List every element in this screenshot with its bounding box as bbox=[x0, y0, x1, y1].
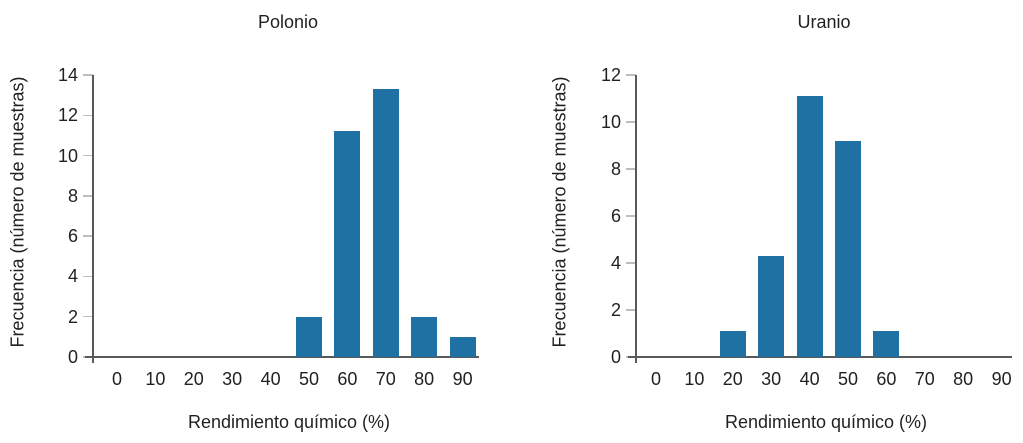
y-tick-label: 10 bbox=[600, 112, 621, 132]
x-axis-line bbox=[628, 356, 1012, 358]
y-tick-mark bbox=[626, 121, 636, 123]
y-tick-label: 6 bbox=[610, 206, 621, 226]
histogram-bar bbox=[796, 96, 823, 357]
histogram-bar bbox=[758, 255, 785, 357]
plot-area-uranio: 0 2 4 6 8 10 12 0 10 20 30 40 50 60 70 80 90 bbox=[512, 0, 1023, 443]
y-tick-mark bbox=[83, 114, 93, 117]
y-tick-label: 0 bbox=[610, 347, 621, 367]
y-tick-label: 0 bbox=[67, 347, 78, 367]
x-tick-label: 30 bbox=[761, 369, 782, 389]
y-tick-label: 10 bbox=[57, 145, 78, 166]
x-tick-label: 10 bbox=[145, 369, 166, 389]
x-tick-label: 30 bbox=[222, 369, 243, 389]
x-tick-label: 20 bbox=[722, 369, 743, 389]
x-tick-label: 60 bbox=[876, 369, 897, 389]
x-tick-label: 20 bbox=[183, 369, 204, 389]
y-tick-mark bbox=[83, 315, 93, 318]
y-axis-line bbox=[635, 75, 637, 363]
histogram-bar bbox=[835, 140, 861, 357]
y-tick-label: 8 bbox=[610, 159, 621, 179]
x-tick-label: 50 bbox=[837, 369, 859, 389]
y-tick-label: 8 bbox=[67, 185, 78, 206]
y-tick-mark bbox=[626, 74, 636, 76]
polonio-chart: Polonio Frecuencia (número de muestras) … bbox=[0, 0, 511, 443]
plot-area-polonio: 0 2 4 6 8 10 12 14 0 10 20 30 40 50 60 70 80 90 bbox=[0, 0, 511, 443]
y-tick-mark bbox=[83, 235, 93, 237]
histogram-bar bbox=[449, 336, 476, 357]
x-axis-line bbox=[85, 356, 479, 358]
x-tick-label: 10 bbox=[684, 369, 705, 389]
y-tick-label: 14 bbox=[57, 65, 78, 85]
y-tick-label: 2 bbox=[610, 300, 621, 320]
y-tick-mark bbox=[83, 74, 93, 76]
x-axis-label-uranio: Rendimiento químico (%) bbox=[724, 412, 928, 432]
histogram-bar bbox=[334, 131, 361, 357]
y-tick-mark bbox=[83, 154, 93, 157]
histogram-bar bbox=[719, 331, 746, 357]
x-tick-label: 0 bbox=[650, 369, 661, 389]
y-tick-mark bbox=[83, 275, 93, 278]
histogram-bar bbox=[296, 316, 322, 357]
x-tick-label: 90 bbox=[991, 369, 1012, 389]
y-tick-label: 4 bbox=[67, 266, 78, 287]
y-tick-mark bbox=[626, 309, 636, 311]
x-tick-label: 70 bbox=[914, 369, 935, 389]
chart-title-uranio: Uranio bbox=[797, 12, 851, 32]
uranio-chart: Uranio Frecuencia (número de muestras) 0… bbox=[512, 0, 1023, 443]
x-axis-label-polonio: Rendimiento químico (%) bbox=[187, 412, 391, 432]
histogram-bar bbox=[372, 89, 399, 357]
y-tick-mark bbox=[626, 168, 636, 170]
y-tick-mark bbox=[626, 262, 636, 264]
y-tick-label: 12 bbox=[57, 105, 78, 126]
x-tick-label: 60 bbox=[337, 369, 358, 389]
x-tick-label: 80 bbox=[953, 369, 974, 389]
y-tick-label: 12 bbox=[600, 65, 621, 85]
chart-title-polonio: Polonio bbox=[257, 12, 319, 32]
x-tick-label: 90 bbox=[452, 369, 473, 389]
x-tick-label: 0 bbox=[111, 369, 122, 389]
y-tick-label: 6 bbox=[67, 226, 78, 247]
y-tick-mark bbox=[626, 215, 636, 217]
y-tick-label: 2 bbox=[67, 306, 78, 327]
histogram-bar bbox=[411, 316, 438, 357]
x-tick-label: 70 bbox=[375, 369, 396, 389]
x-tick-label: 40 bbox=[799, 369, 820, 389]
x-tick-label: 80 bbox=[414, 369, 435, 389]
x-tick-label: 50 bbox=[298, 369, 320, 389]
x-tick-label: 40 bbox=[260, 369, 281, 389]
y-tick-label: 4 bbox=[610, 253, 621, 273]
y-tick-mark bbox=[83, 195, 93, 197]
y-axis-line bbox=[92, 75, 94, 363]
histogram-bar bbox=[873, 331, 900, 357]
